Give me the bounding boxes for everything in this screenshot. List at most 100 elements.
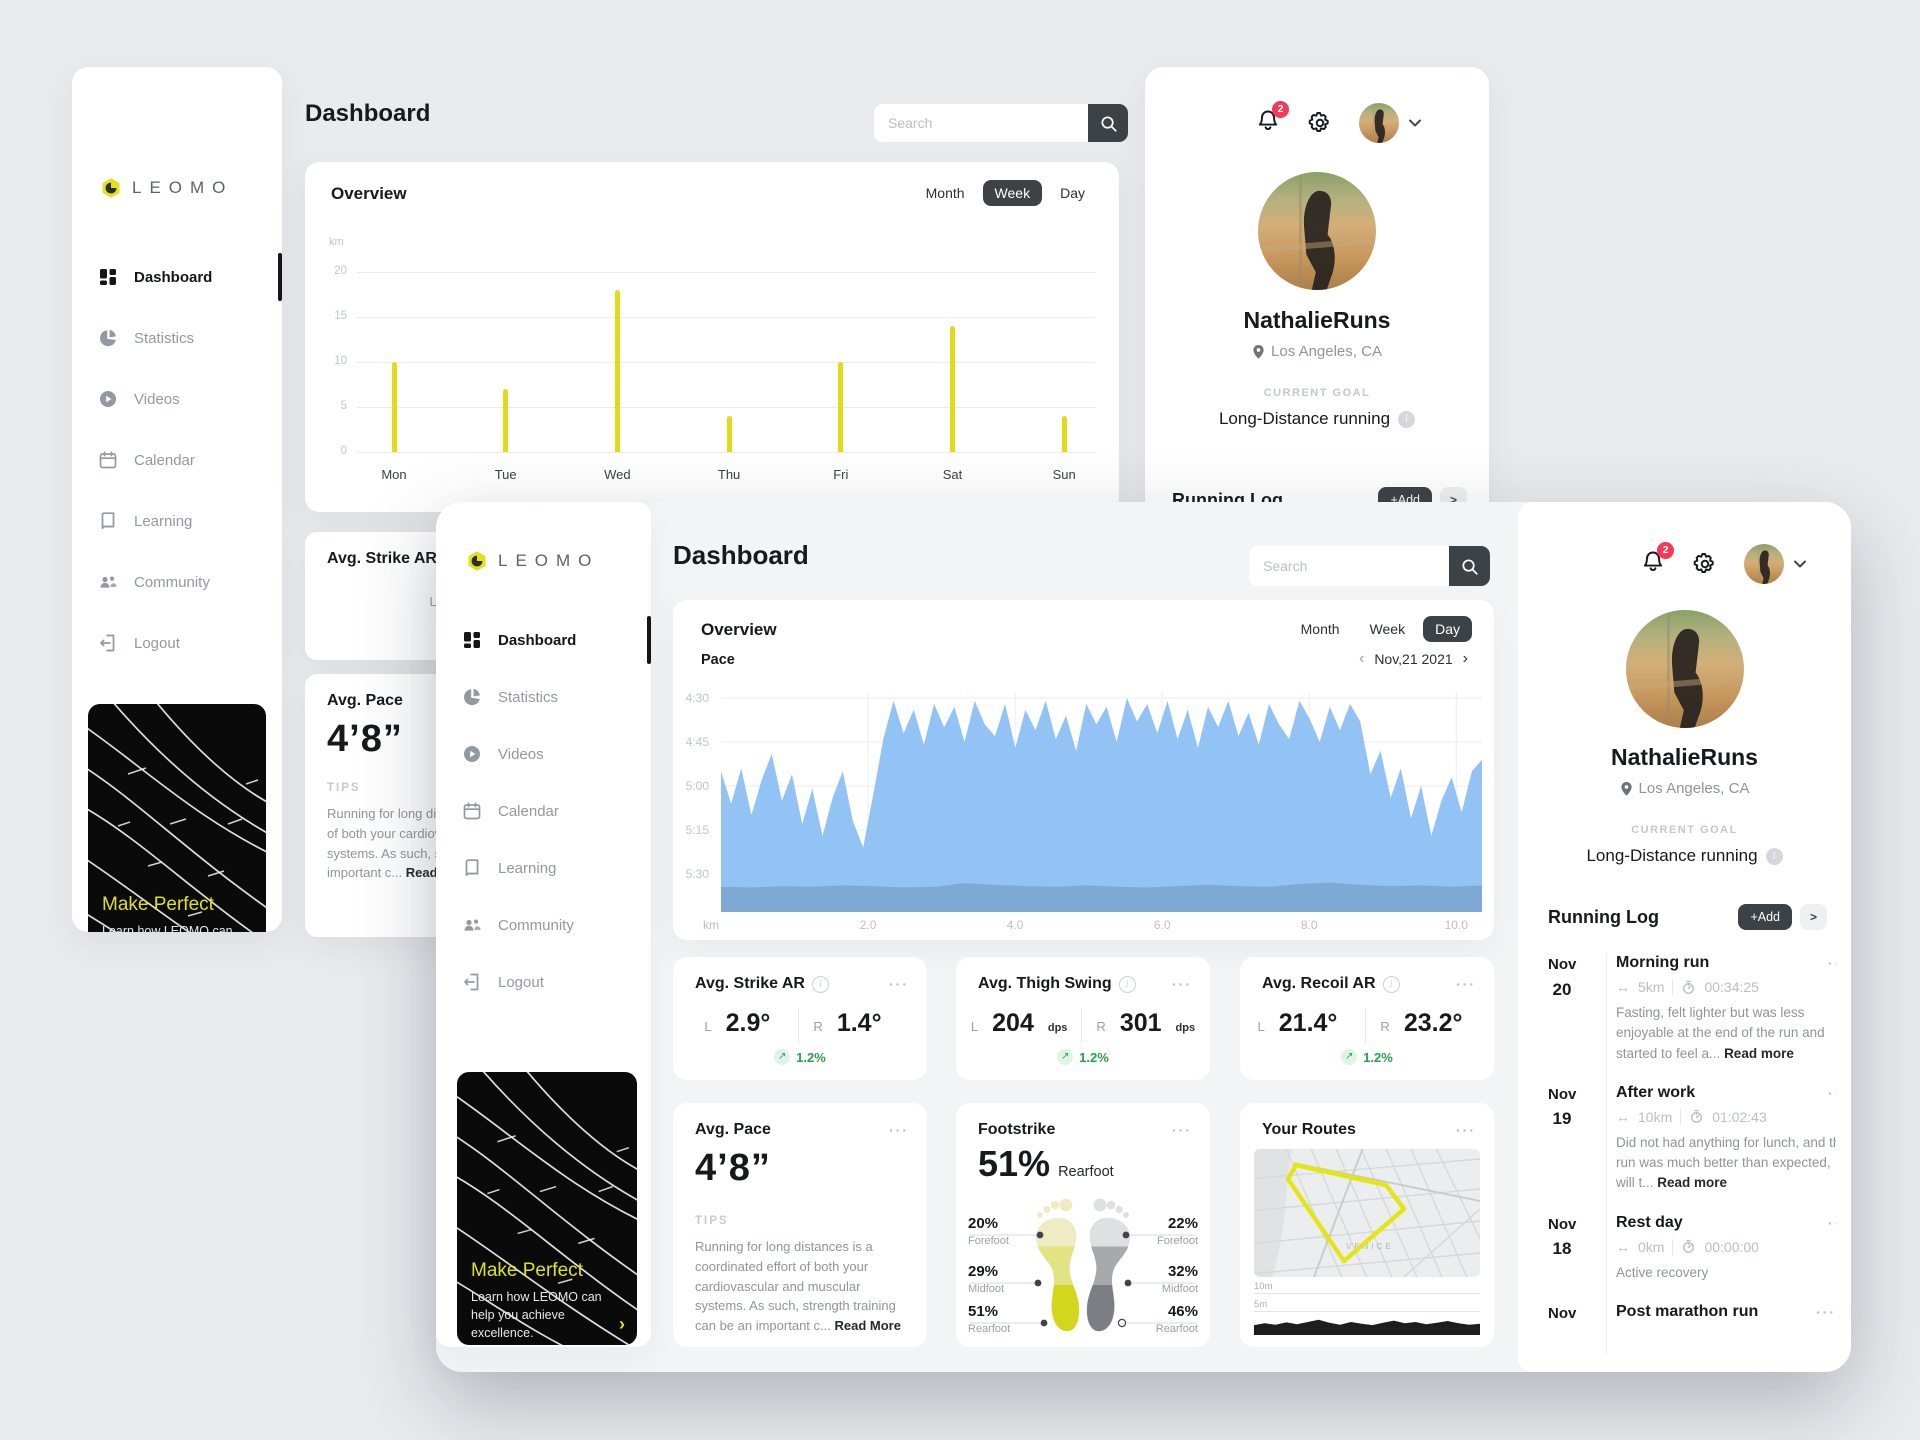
y-tick: 10 — [334, 355, 347, 367]
avatar[interactable] — [1359, 103, 1399, 143]
promo-card[interactable]: Make Perfect Learn how LEOMO can help yo… — [457, 1072, 637, 1345]
left-unit: dps — [1047, 1022, 1068, 1034]
info-icon[interactable]: i — [1118, 975, 1136, 993]
footstrike-graphic: 20% Forefoot 29% Midfoot 51% Rearfoot 22% Fo… — [968, 1193, 1198, 1341]
route-map[interactable]: VENICE — [1254, 1149, 1480, 1277]
kebab-menu[interactable]: ··· — [1172, 976, 1192, 992]
info-icon[interactable]: i — [811, 975, 829, 993]
your-routes-card: Your Routes ··· VENICE 10m — [1240, 1103, 1494, 1347]
info-icon[interactable]: i — [1382, 975, 1400, 993]
metric-card-0: Avg. Strike AR i ··· L 2.9° R 1.4° ↗ 1.2% — [673, 957, 927, 1080]
notifications-button[interactable]: 2 — [1255, 100, 1289, 139]
bar-thu[interactable] — [726, 416, 732, 452]
prev-date-button[interactable]: ‹ — [1358, 650, 1365, 667]
weekly-bar-chart: 20 15 10 5 0 Mon Tue Wed Thu Fri Sat Sun — [305, 162, 1119, 512]
promo-title: Make Perfect — [102, 894, 214, 915]
toggle-week[interactable]: Week — [1369, 621, 1406, 637]
search-button[interactable] — [1449, 546, 1490, 586]
right-label: R — [1096, 1019, 1106, 1034]
sidebar-item-dashboard[interactable]: Dashboard — [462, 620, 576, 660]
log-entry-title: Post marathon run — [1616, 1302, 1759, 1320]
sidebar-item-label: Dashboard — [134, 268, 213, 286]
toggle-week[interactable]: Week — [982, 180, 1043, 206]
left-label: L — [429, 594, 437, 609]
sidebar-item-videos[interactable]: Videos — [462, 734, 544, 774]
toggle-day[interactable]: Day — [1060, 185, 1085, 201]
promo-arrow-icon[interactable]: › — [619, 1314, 625, 1334]
gear-icon[interactable] — [1307, 110, 1333, 136]
sidebar-item-statistics[interactable]: Statistics — [98, 318, 194, 358]
read-more-link[interactable]: Read more — [1657, 1175, 1728, 1191]
overview-card-back: Overview Month Week Day km 20 15 10 5 0 Mon Tu… — [305, 162, 1119, 512]
sidebar-item-calendar[interactable]: Calendar — [98, 440, 195, 480]
sidebar-item-learning[interactable]: Learning — [462, 848, 556, 888]
kebab-menu[interactable]: ··· — [1828, 955, 1836, 971]
log-entry-meta: ↔ 0km 00:00:00 — [1616, 1238, 1836, 1255]
sidebar-item-learning[interactable]: Learning — [98, 501, 192, 541]
pace-y-tick: 4:45 — [685, 735, 709, 749]
kebab-menu[interactable]: ··· — [1456, 1122, 1476, 1138]
kebab-menu[interactable]: ··· — [1456, 976, 1476, 992]
expand-log-button[interactable]: > — [1799, 904, 1827, 930]
read-more-link[interactable]: Read more — [1724, 1045, 1794, 1061]
bar-sun[interactable] — [1061, 416, 1067, 452]
duration-value: 00:34:25 — [1704, 979, 1759, 995]
search-input[interactable] — [1249, 546, 1449, 586]
left-midfoot-stat: 29% Midfoot — [968, 1263, 1005, 1295]
kebab-menu[interactable]: ··· — [1828, 1214, 1836, 1231]
sidebar-item-logout[interactable]: Logout — [98, 623, 180, 663]
kebab-menu[interactable]: ··· — [1172, 1122, 1192, 1138]
notifications-button[interactable]: 2 — [1640, 541, 1674, 580]
toggle-month[interactable]: Month — [1300, 621, 1340, 637]
info-icon[interactable]: i — [1398, 410, 1416, 428]
distance-value: 0km — [1638, 1238, 1665, 1255]
log-entry-date: Nov 18 — [1548, 1215, 1577, 1259]
search-button[interactable] — [1088, 104, 1128, 142]
sidebar-item-dashboard[interactable]: Dashboard — [98, 257, 212, 297]
kebab-menu[interactable]: ··· — [889, 1122, 909, 1138]
stopwatch-icon — [1681, 1239, 1696, 1254]
chevron-down-icon[interactable] — [1794, 560, 1806, 568]
log-entry-3[interactable]: Nov Post marathon run ··· — [1548, 1303, 1836, 1326]
log-entry-note: Did not had anything for lunch, and the … — [1616, 1134, 1836, 1191]
sidebar-item-label: Calendar — [134, 451, 195, 469]
read-more-link[interactable]: Read More — [834, 1318, 901, 1333]
bar-tue[interactable] — [503, 389, 509, 452]
calendar-icon — [98, 450, 118, 470]
toggle-month[interactable]: Month — [925, 185, 965, 201]
search-input[interactable] — [874, 104, 1088, 142]
sidebar-item-calendar[interactable]: Calendar — [462, 791, 559, 831]
kebab-menu[interactable]: ··· — [1816, 1303, 1836, 1320]
kebab-menu[interactable]: ··· — [1828, 1084, 1836, 1101]
chevron-down-icon[interactable] — [1409, 119, 1421, 127]
kebab-menu[interactable]: ··· — [889, 976, 909, 992]
left-value: 2.9° — [725, 1009, 771, 1037]
gear-icon[interactable] — [1692, 551, 1718, 577]
gridline — [357, 407, 1095, 408]
info-icon[interactable]: i — [1765, 847, 1783, 865]
sidebar-item-community[interactable]: Community — [98, 562, 210, 602]
trend-up-icon: ↗ — [1341, 1049, 1358, 1065]
avatar[interactable] — [1744, 544, 1784, 584]
sidebar-item-logout[interactable]: Logout — [462, 962, 544, 1002]
toggle-day[interactable]: Day — [1423, 616, 1472, 642]
next-date-button[interactable]: › — [1462, 650, 1468, 667]
bar-fri[interactable] — [838, 362, 844, 452]
sidebar-item-statistics[interactable]: Statistics — [462, 677, 558, 717]
bar-sat[interactable] — [950, 326, 955, 452]
bar-wed[interactable] — [614, 290, 620, 452]
profile-panel: 2 NathalieRuns Los Angeles, CA CURRENT G… — [1518, 502, 1851, 1372]
bar-mon[interactable] — [391, 362, 397, 452]
sidebar-item-videos[interactable]: Videos — [98, 379, 180, 419]
add-run-button[interactable]: +Add — [1738, 904, 1792, 930]
overview-title: Overview — [701, 620, 777, 639]
sidebar-item-community[interactable]: Community — [462, 905, 574, 945]
right-value: 23.2° — [1403, 1009, 1463, 1037]
active-nav-indicator — [278, 253, 282, 301]
promo-card[interactable]: Make Perfect Learn how LEOMO can help yo… — [88, 704, 266, 932]
period-toggle: Month Week Day — [1289, 616, 1472, 642]
sidebar-item-label: Community — [134, 573, 210, 591]
